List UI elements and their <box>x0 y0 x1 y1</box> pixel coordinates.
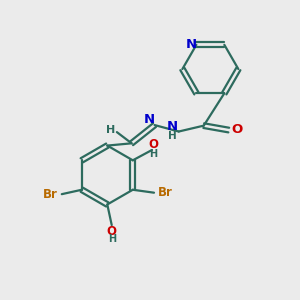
Text: O: O <box>148 138 158 151</box>
Text: O: O <box>107 225 117 238</box>
Text: N: N <box>144 113 155 126</box>
Text: Br: Br <box>43 188 58 201</box>
Text: N: N <box>185 38 197 51</box>
Text: H: H <box>149 148 158 158</box>
Text: H: H <box>168 131 177 141</box>
Text: O: O <box>231 123 243 136</box>
Text: N: N <box>167 120 178 133</box>
Text: H: H <box>108 234 116 244</box>
Text: Br: Br <box>158 186 172 199</box>
Text: H: H <box>106 125 115 135</box>
